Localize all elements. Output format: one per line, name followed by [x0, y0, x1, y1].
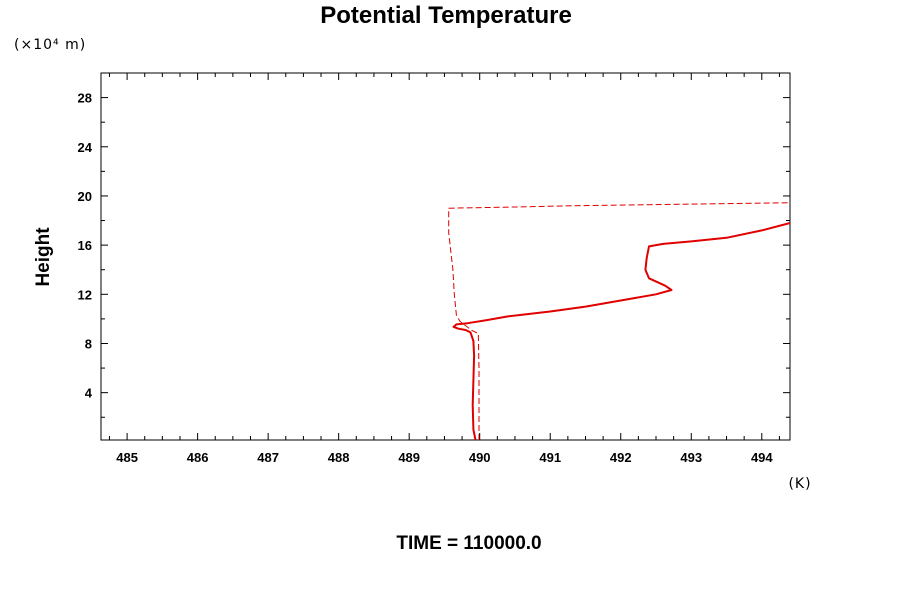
- y-tick-label: 28: [78, 91, 92, 106]
- x-tick-label: 488: [328, 450, 350, 465]
- y-tick-label: 12: [78, 287, 92, 302]
- x-unit-label: (K): [788, 476, 811, 492]
- tick-label-group: 485 486 487 488 489 490 491 492 493 494 4 8 12 16 20 24…: [78, 91, 774, 465]
- y-tick-label: 24: [78, 140, 93, 155]
- y-tick-label: 8: [85, 336, 92, 351]
- y-tick-label: 20: [78, 189, 92, 204]
- dashed-series-line: [448, 202, 791, 440]
- time-label: TIME = 110000.0: [396, 533, 541, 554]
- x-tick-label: 485: [116, 450, 138, 465]
- x-tick-label: 492: [610, 450, 632, 465]
- plot-frame: [100, 72, 791, 441]
- tick-group: [101, 73, 790, 440]
- solid-series-line: [452, 222, 791, 441]
- x-tick-label: 490: [469, 450, 491, 465]
- x-tick-label: 491: [539, 450, 561, 465]
- y-axis-label: Height: [33, 227, 54, 287]
- x-tick-label: 487: [257, 450, 279, 465]
- x-tick-label: 486: [187, 450, 209, 465]
- y-unit-label: (×10⁴ m): [14, 37, 86, 53]
- y-tick-label: 16: [78, 238, 92, 253]
- y-tick-label: 4: [85, 386, 93, 401]
- x-tick-label: 493: [680, 450, 702, 465]
- chart-title: Potential Temperature: [320, 2, 572, 29]
- x-tick-label: 489: [398, 450, 420, 465]
- series-group: [448, 202, 791, 441]
- x-tick-label: 494: [751, 450, 773, 465]
